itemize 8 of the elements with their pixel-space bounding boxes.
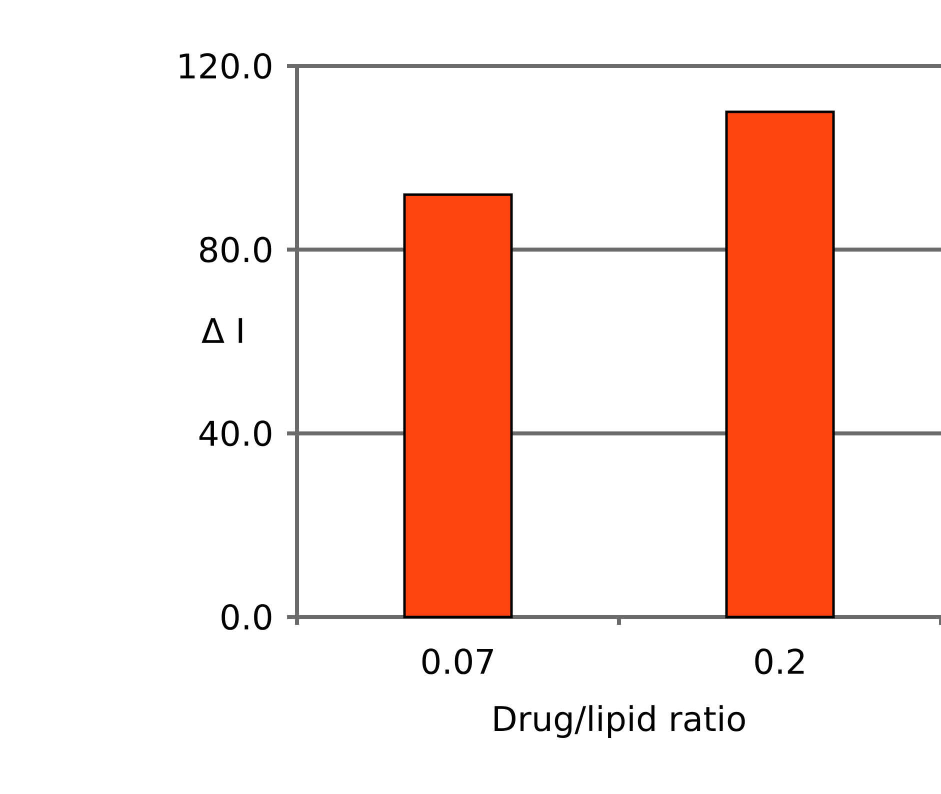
y-tick-label: 0.0 xyxy=(222,604,272,630)
x-axis-title: Drug/lipid ratio xyxy=(494,705,745,738)
y-tick-label: 120.0 xyxy=(180,53,272,79)
y-axis-title: Δ I xyxy=(202,318,242,343)
x-tick-label: 0.2 xyxy=(755,648,804,674)
y-tick-label: 40.0 xyxy=(199,420,272,446)
x-tick-label: 0.07 xyxy=(422,648,493,674)
y-tick-label: 80.0 xyxy=(200,236,272,263)
